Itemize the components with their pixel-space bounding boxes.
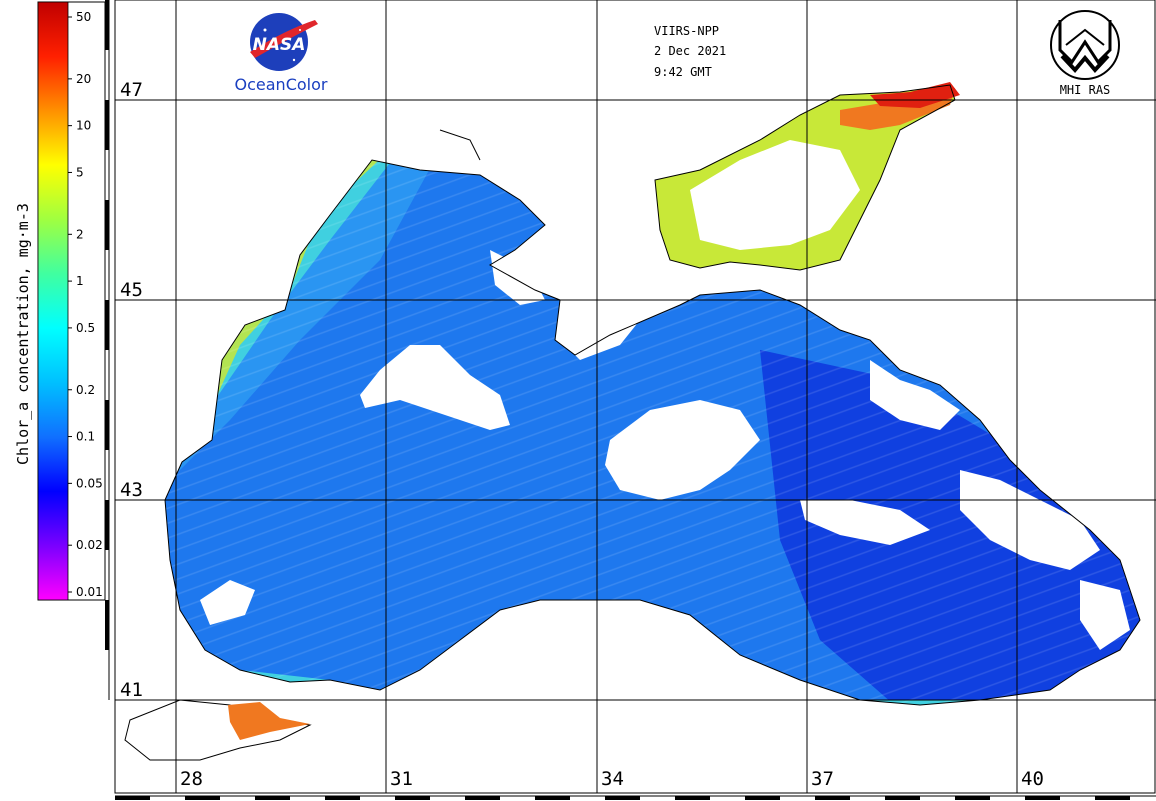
- azov-sea-chlorophyll: [655, 82, 960, 270]
- colorbar-tick-label: 50: [76, 10, 91, 24]
- coastline: [124, 84, 1141, 761]
- left-scale-ruler: [105, 0, 110, 700]
- bosporus-bloom: [228, 702, 310, 740]
- colorbar-tick-label: 10: [76, 119, 91, 133]
- mhi-ras-text: MHI RAS: [1060, 83, 1111, 97]
- latitude-label: 41: [120, 679, 143, 701]
- mhi-ras-logo: MHI RAS: [1050, 10, 1120, 97]
- colorbar-tick-label: 0.1: [76, 430, 95, 444]
- colorbar-gradient: [37, 1, 69, 601]
- longitude-label: 28: [180, 768, 203, 790]
- satellite-name: VIIRS-NPP: [654, 24, 719, 38]
- cloud-cover: [200, 250, 1130, 650]
- colorbar-tick-label: 0.02: [76, 538, 103, 552]
- acquisition-date: 2 Dec 2021: [654, 44, 726, 58]
- colorbar-tick-label: 1: [76, 274, 84, 288]
- longitude-label: 31: [390, 768, 413, 790]
- longitude-label: 34: [601, 768, 624, 790]
- acquisition-time: 9:42 GMT: [654, 65, 712, 79]
- colorbar-title: Chlor_a concentration, mg·m-3: [14, 203, 32, 465]
- colorbar-legend: 50 20 10 5 2 1 0.5 0.2 0.1 0.05 0.02 0.01 Chlor_a c…: [14, 1, 106, 601]
- colorbar-tick-label: 0.2: [76, 383, 95, 397]
- longitude-label: 37: [811, 768, 834, 790]
- svg-text:NASA: NASA: [253, 35, 306, 55]
- colorbar-tick-label: 5: [76, 165, 84, 179]
- coordinate-grid: [114, 0, 1156, 794]
- longitude-label: 40: [1021, 768, 1044, 790]
- longitude-labels: 28 31 34 37 40: [180, 768, 1044, 790]
- colorbar-tick-label: 20: [76, 72, 91, 86]
- latitude-label: 43: [120, 479, 143, 501]
- colorbar-tick-label: 2: [76, 227, 84, 241]
- colorbar-tick-label: 0.05: [76, 476, 103, 490]
- colorbar-tick-label: 0.01: [76, 585, 103, 599]
- oceancolor-text: OceanColor: [235, 75, 328, 94]
- nasa-logo: NASA OceanColor: [235, 13, 328, 94]
- latitude-label: 45: [120, 279, 143, 301]
- colorbar-tick-label: 0.5: [76, 321, 95, 335]
- bottom-scale-ruler: [115, 795, 1156, 800]
- map-frame: [114, 0, 1156, 794]
- latitude-label: 47: [120, 79, 143, 101]
- latitude-labels: 47 45 43 41: [120, 79, 143, 701]
